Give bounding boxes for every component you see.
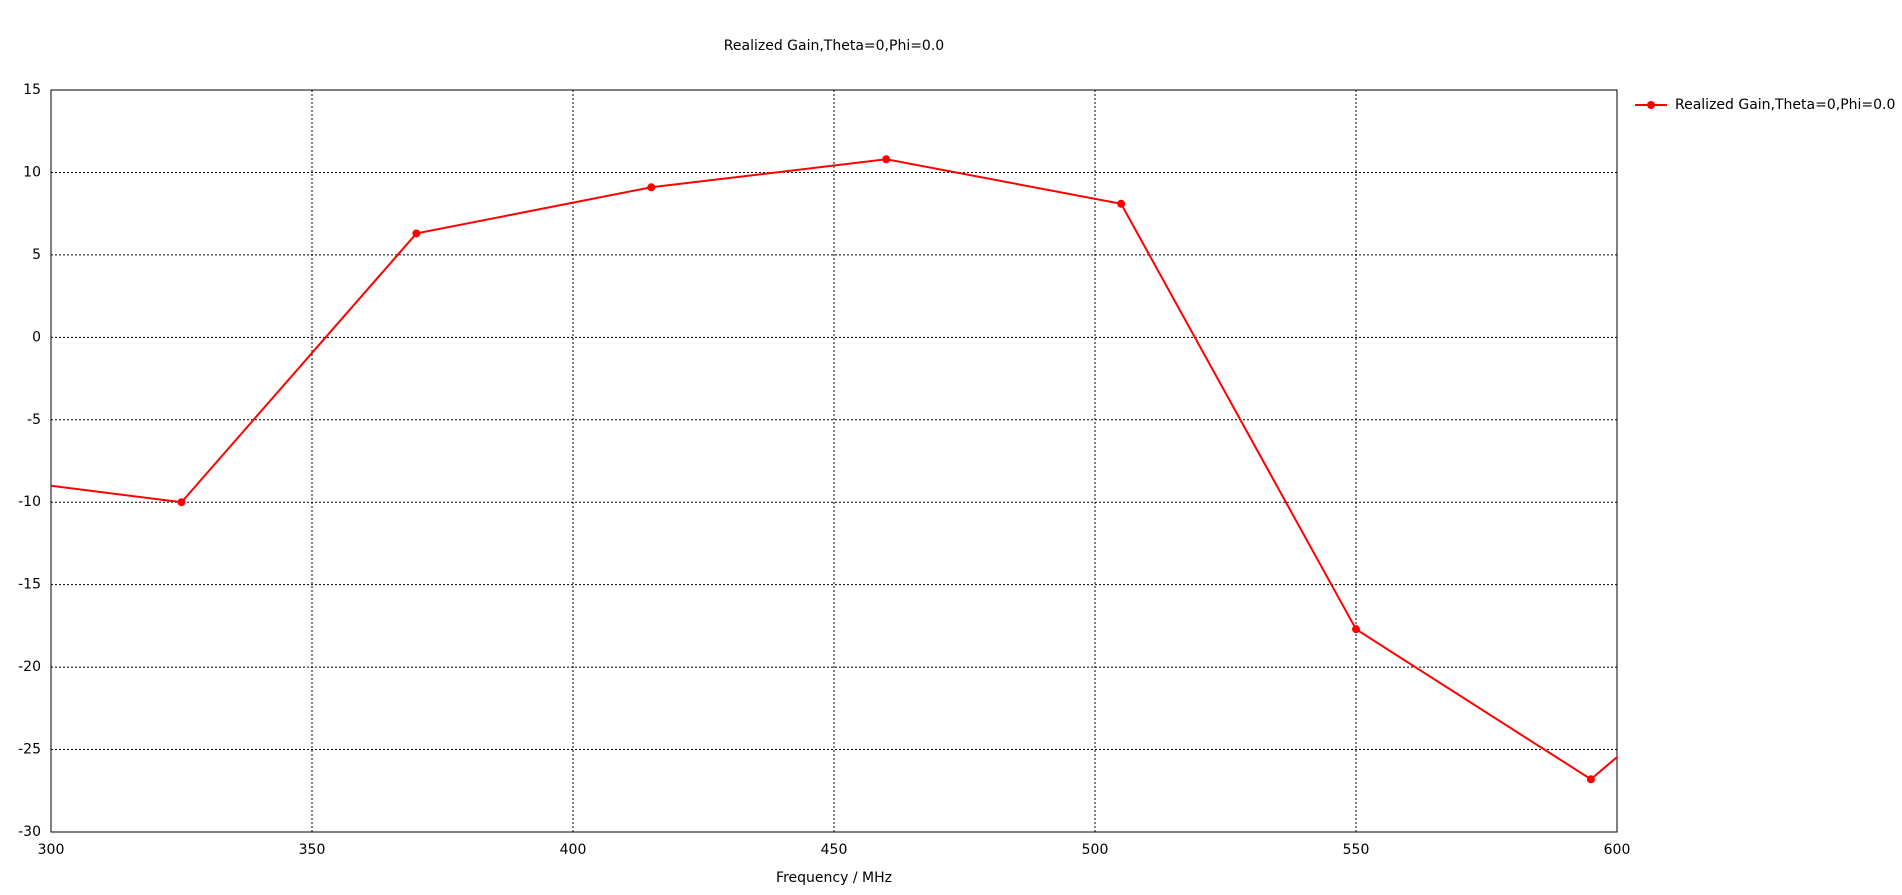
data-point [1117, 199, 1126, 208]
y-tick-label: -10 [18, 494, 41, 510]
y-tick-label: 0 [32, 329, 41, 345]
data-point [1586, 775, 1595, 784]
x-axis-label: Frequency / MHz [776, 870, 892, 886]
data-point [647, 183, 656, 192]
y-tick-label: -25 [18, 742, 41, 758]
x-tick-label: 400 [560, 842, 587, 858]
legend-label: Realized Gain,Theta=0,Phi=0.0 [1675, 97, 1895, 113]
data-point [1822, 576, 1830, 584]
chart-title: Realized Gain,Theta=0,Phi=0.0 [724, 38, 944, 54]
x-tick-label: 350 [299, 842, 326, 858]
y-tick-label: -20 [18, 659, 41, 675]
x-tick-label: 450 [821, 842, 848, 858]
data-point [412, 229, 421, 238]
legend-marker [1647, 101, 1655, 109]
data-point [177, 498, 186, 507]
x-tick-label: 500 [1082, 842, 1109, 858]
y-tick-label: 15 [23, 82, 41, 98]
series-line [51, 158, 1617, 781]
x-tick-label: 600 [1604, 842, 1631, 858]
plot-frame [50, 89, 1618, 833]
x-tick-label: 550 [1343, 842, 1370, 858]
x-tick-label: 300 [38, 842, 65, 858]
y-tick-label: 5 [32, 247, 41, 263]
y-tick-label: -30 [18, 824, 41, 840]
plot-area [51, 155, 1830, 784]
y-tick-label: -15 [18, 577, 41, 593]
data-point [882, 155, 891, 164]
data-point [1352, 625, 1360, 634]
y-tick-label: 10 [23, 164, 41, 180]
y-tick-label: -5 [27, 412, 41, 428]
